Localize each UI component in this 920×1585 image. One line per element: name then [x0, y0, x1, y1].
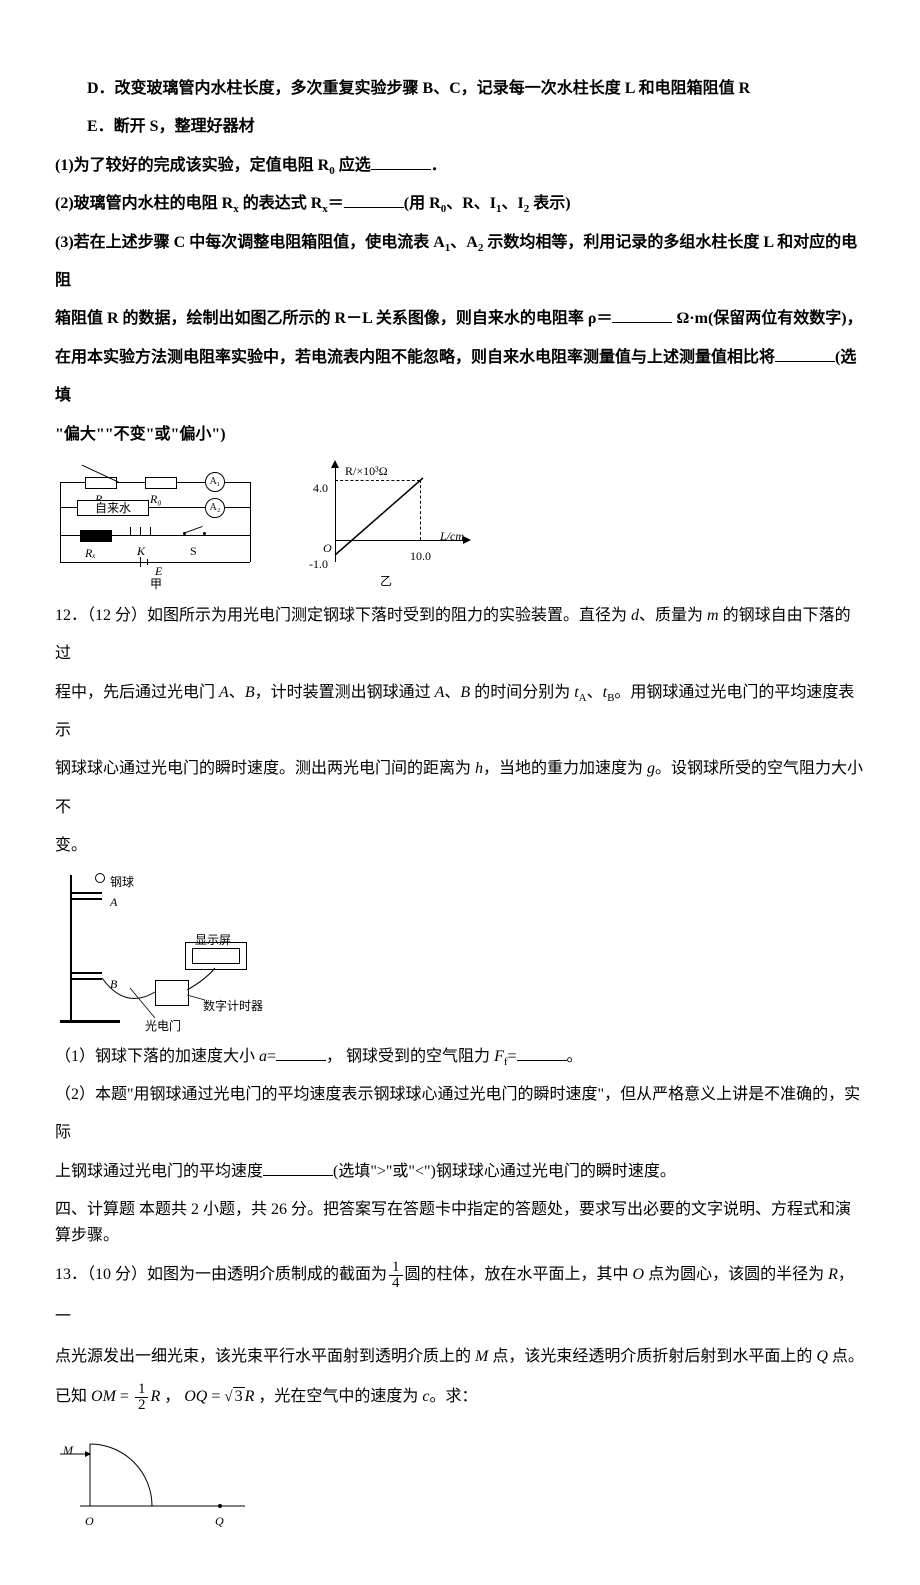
blank-ff — [517, 1044, 567, 1061]
q11-2: (2)玻璃管内水柱的电阻 Rx 的表达式 Rx＝(用 R0、R、I1、I2 表示… — [55, 185, 865, 223]
photogate-apparatus: 钢球 A B 显示屏 数字计时器 光电门 — [55, 870, 285, 1030]
ammeter-a1: A₁ — [205, 472, 225, 492]
q11-3d: "偏大""不变"或"偏小") — [55, 416, 865, 454]
q11-1: (1)为了较好的完成该实验，定值电阻 R0 应选． — [55, 147, 865, 185]
quarter-circle-figure: M O Q — [55, 1424, 255, 1524]
p12-line3: 钢球球心通过光电门的瞬时速度。测出两光电门间的距离为 h，当地的重力加速度为 g… — [55, 750, 865, 827]
p12-q2b: 上钢球通过光电门的平均速度(选填">"或"<")钢球球心通过光电门的瞬时速度。 — [55, 1153, 865, 1191]
blank-compare — [263, 1159, 333, 1176]
p13-line1: 13．（10 分）如图为一由透明介质制成的截面为14圆的柱体，放在水平面上，其中… — [55, 1254, 865, 1337]
q11-3c: 在用本实验方法测电阻率实验中，若电流表内阻不能忽略，则自来水电阻率测量值与上述测… — [55, 339, 865, 416]
blank-rx-expr — [344, 191, 404, 208]
blank-r0 — [371, 153, 431, 170]
circuit-diagram: R R₀ A₁ 自来水 A₂ Rₓ K S E 甲 — [55, 477, 265, 587]
water-column: 自来水 — [77, 500, 149, 516]
section-4-heading: 四、计算题 本题共 2 小题，共 26 分。把答案写在答题卡中指定的答题处，要求… — [55, 1197, 865, 1248]
step-d: D．改变玻璃管内水柱长度，多次重复实验步骤 B、C，记录每一次水柱长度 L 和电… — [55, 70, 865, 108]
p12-q1: （1）钢球下落的加速度大小 a=， 钢球受到的空气阻力 Ff=。 — [55, 1038, 865, 1076]
rl-graph: R/×10³Ω 4.0 O -1.0 L/cm 10.0 乙 — [295, 462, 495, 587]
step-e: E．断开 S，整理好器材 — [55, 108, 865, 146]
p12-line2: 程中，先后通过光电门 A、B，计时装置测出钢球通过 A、B 的时间分别为 tA、… — [55, 674, 865, 751]
p13-line3: 已知 OM = 12R ， OQ = √3R ，光在空气中的速度为 c。求： — [55, 1376, 865, 1418]
p12-q2a: （2）本题"用钢球通过光电门的平均速度表示钢球球心通过光电门的瞬时速度"，但从严… — [55, 1076, 865, 1153]
blank-a — [276, 1044, 326, 1061]
q11-3a: (3)若在上述步骤 C 中每次调整电阻箱阻值，使电流表 A1、A2 示数均相等，… — [55, 224, 865, 301]
q11-3b: 箱阻值 R 的数据，绘制出如图乙所示的 R－L 关系图像，则自来水的电阻率 ρ＝… — [55, 300, 865, 338]
p12-line4: 变。 — [55, 827, 865, 865]
blank-bias — [775, 345, 835, 362]
p12-line1: 12．（12 分）如图所示为用光电门测定钢球下落时受到的阻力的实验装置。直径为 … — [55, 597, 865, 674]
blank-rho — [612, 306, 672, 323]
p13-line2: 点光源发出一细光束，该光束平行水平面射到透明介质上的 M 点，该光束经透明介质折… — [55, 1338, 865, 1376]
ammeter-a2: A₂ — [205, 498, 225, 518]
figure-row: R R₀ A₁ 自来水 A₂ Rₓ K S E 甲 — [55, 462, 865, 587]
